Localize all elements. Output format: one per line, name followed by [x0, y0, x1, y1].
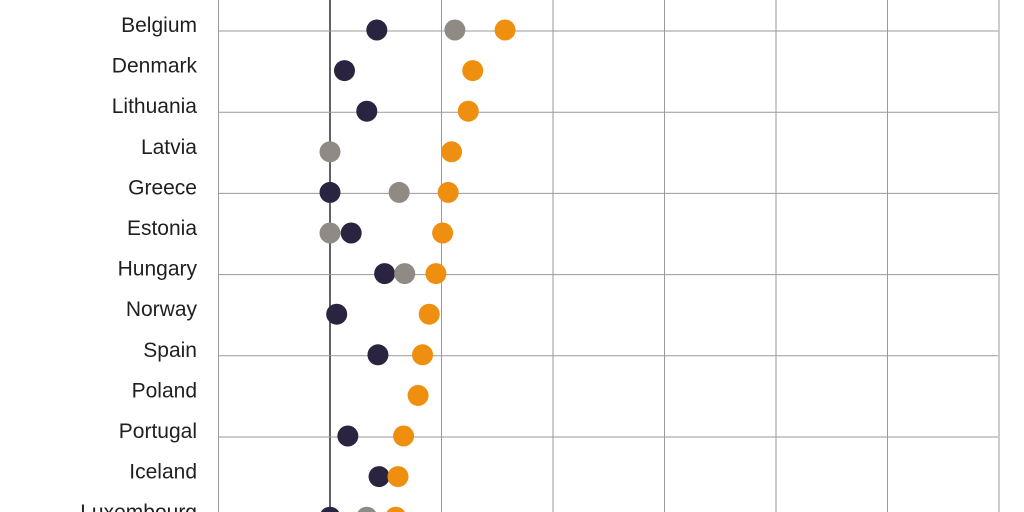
data-point-series-1 — [366, 19, 388, 41]
data-point-series-3 — [418, 303, 440, 325]
data-point-series-3 — [412, 344, 434, 366]
data-point-series-3 — [437, 181, 459, 203]
data-point-series-3 — [462, 60, 484, 82]
country-label: Latvia — [141, 136, 197, 159]
country-label: Denmark — [112, 55, 198, 78]
data-point-series-3 — [441, 141, 463, 163]
data-point-series-1 — [333, 60, 355, 82]
country-label: Poland — [132, 379, 197, 402]
data-point-series-2 — [319, 222, 341, 244]
data-point-series-2 — [319, 141, 341, 163]
data-point-series-1 — [319, 181, 341, 203]
country-label: Portugal — [119, 420, 197, 443]
data-point-series-1 — [340, 222, 362, 244]
data-points — [319, 19, 516, 512]
data-point-series-3 — [386, 506, 405, 512]
country-label: Estonia — [127, 217, 197, 240]
data-point-series-2 — [394, 263, 416, 285]
country-label: Belgium — [121, 14, 197, 37]
data-point-series-3 — [407, 384, 429, 406]
data-point-series-2 — [357, 506, 376, 512]
country-label: Greece — [128, 176, 197, 199]
data-point-series-3 — [393, 425, 415, 447]
data-point-series-3 — [494, 19, 516, 41]
country-label: Norway — [126, 298, 198, 321]
country-labels: Belgium Denmark Lithuania Latvia Greece Eston… — [80, 14, 197, 512]
data-point-series-1 — [356, 100, 378, 122]
data-point-series-1 — [367, 344, 389, 366]
data-point-series-1 — [368, 466, 390, 488]
data-point-series-3 — [432, 222, 454, 244]
data-point-series-3 — [387, 466, 409, 488]
data-point-series-3 — [457, 100, 479, 122]
data-point-series-2 — [444, 19, 466, 41]
grid-lines — [218, 0, 1000, 512]
country-label: Hungary — [118, 258, 198, 281]
data-point-series-1 — [337, 425, 359, 447]
country-label: Luxembourg — [80, 501, 197, 512]
data-point-series-1 — [374, 263, 396, 285]
data-point-series-3 — [425, 263, 447, 285]
data-point-series-1 — [320, 506, 340, 512]
country-label: Spain — [143, 339, 197, 362]
data-point-series-2 — [388, 181, 410, 203]
data-point-series-1 — [326, 303, 348, 325]
country-label: Iceland — [129, 461, 197, 484]
country-label: Lithuania — [112, 95, 198, 118]
